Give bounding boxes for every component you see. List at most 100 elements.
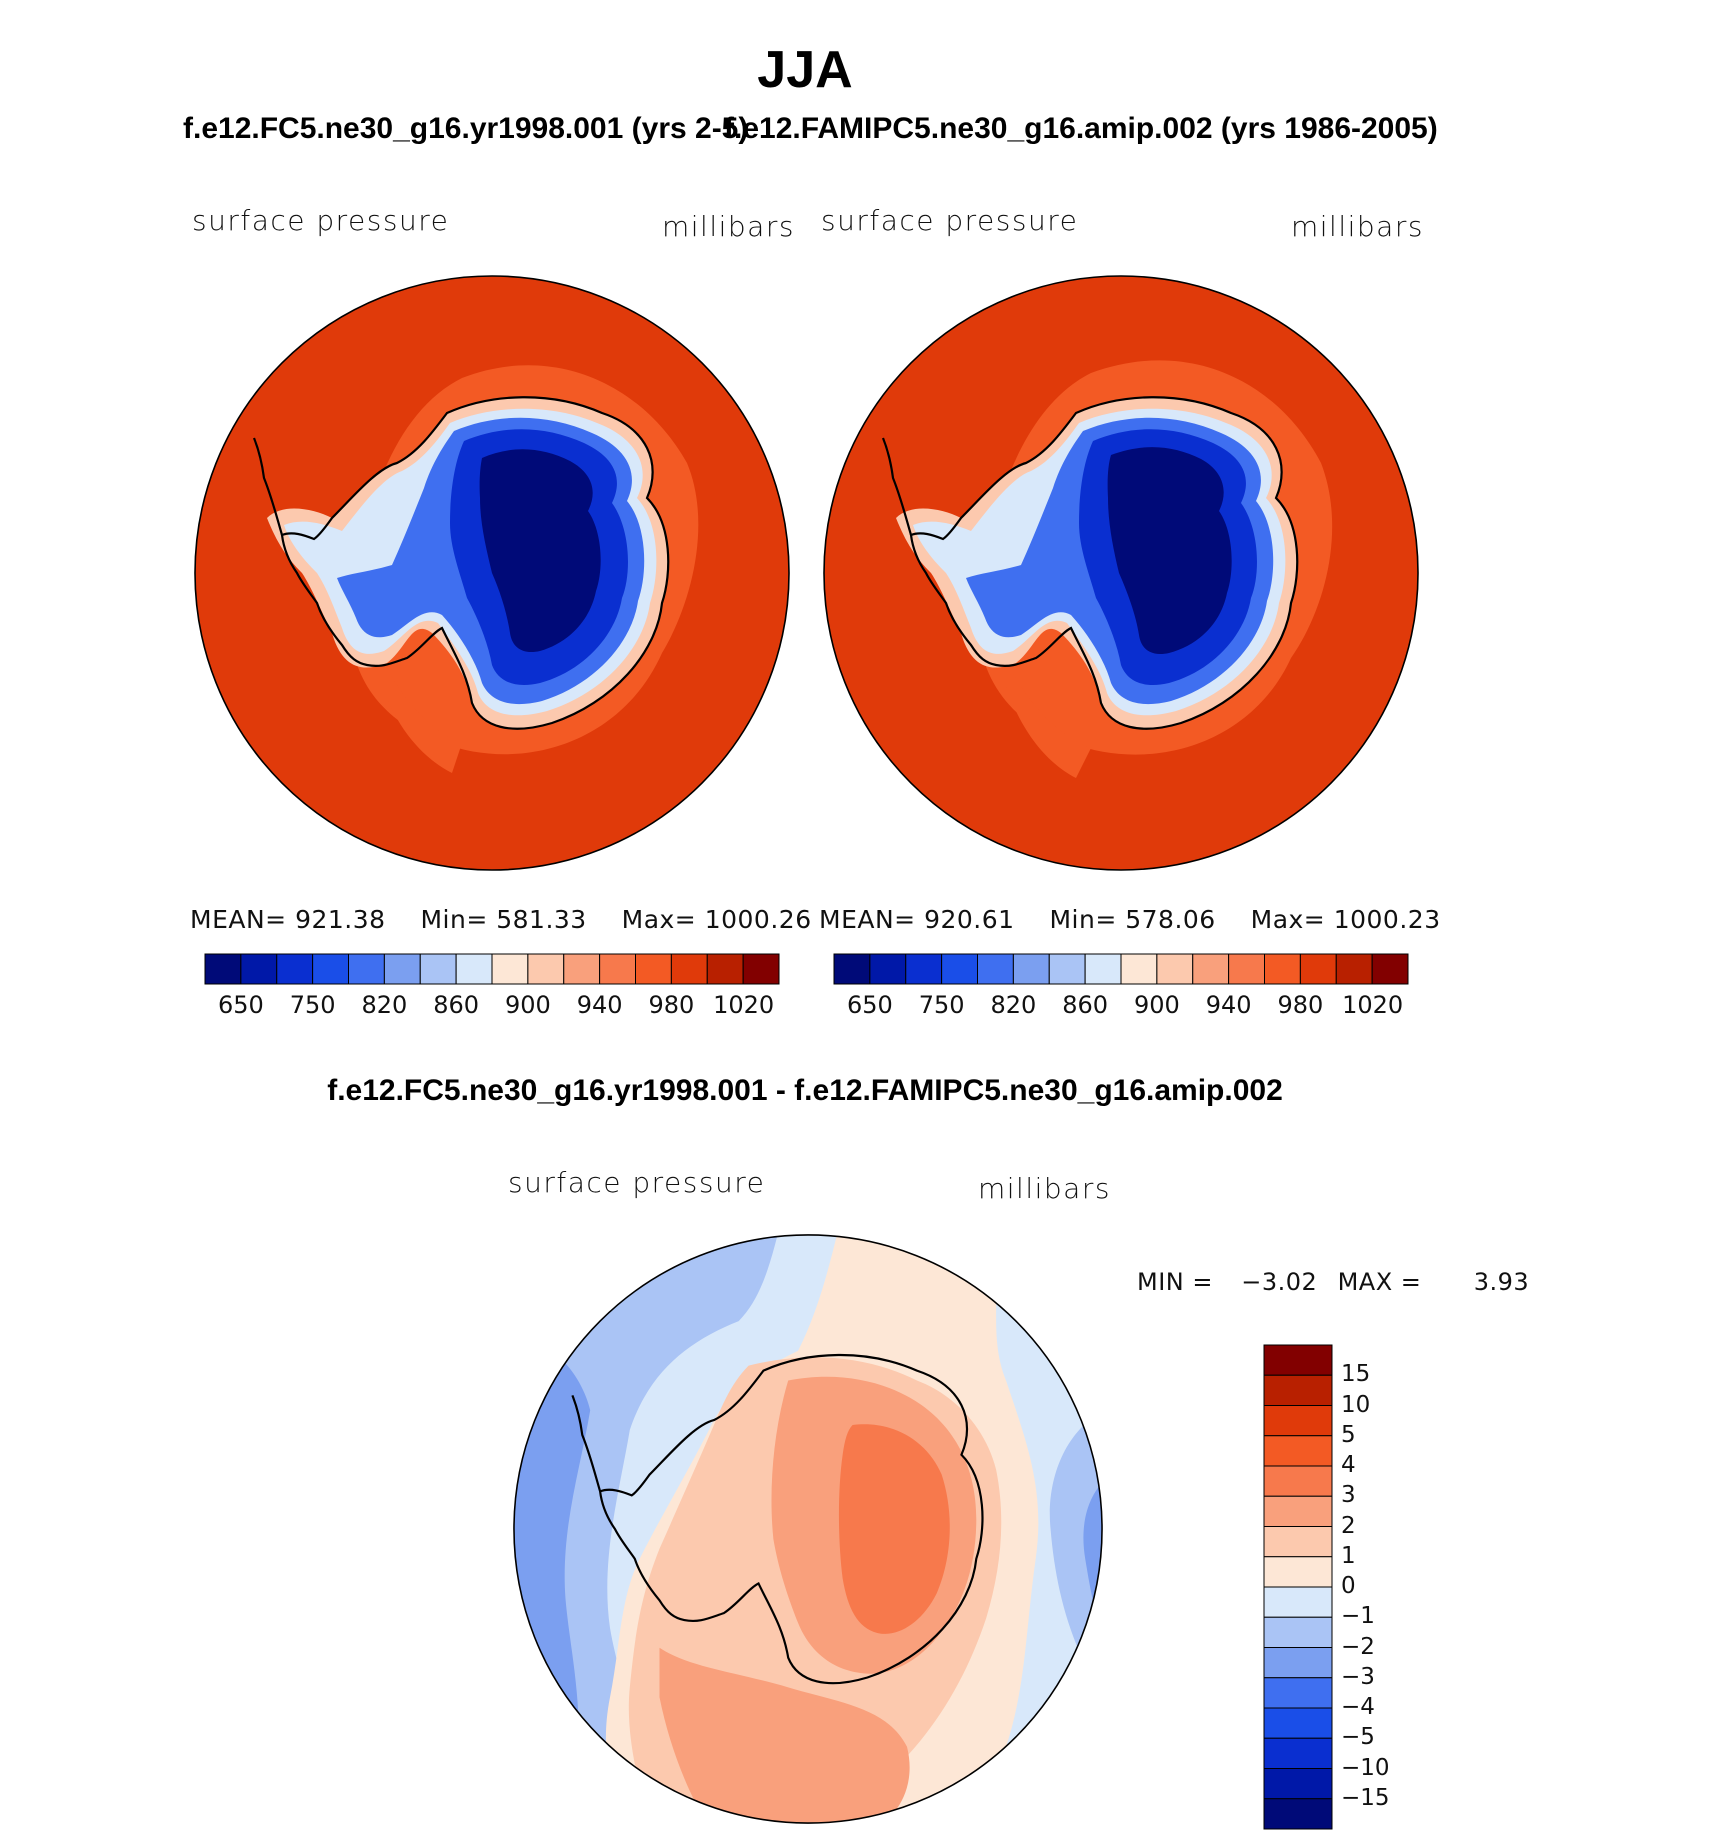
colorbar-tick-label: 3 [1341,1482,1356,1509]
colorbar-tick-label: 980 [1277,991,1324,1019]
right-case-title: f.e12.FAMIPC5.ne30_g16.amip.002 (yrs 198… [724,112,1438,145]
left-case-title: f.e12.FC5.ne30_g16.yr1998.001 (yrs 2-5) [183,112,749,145]
peninsula-coastline [571,1394,602,1492]
colorbar-tick-label: −5 [1341,1724,1375,1751]
diff-max-label: MAX = [1337,1268,1422,1296]
peninsula-coastline [881,437,913,536]
colorbar-swatch [1120,953,1158,985]
colorbar-swatch [1228,953,1265,985]
diff-units-label: millibars [978,1172,1111,1205]
colorbar-swatch [869,953,907,985]
diff-min-label: MIN = [1137,1268,1213,1296]
colorbar-swatch [1263,1798,1333,1830]
colorbar-tick-label: 1020 [1342,991,1404,1019]
left-min-label: Min= [420,905,488,934]
left-units-label: millibars [662,210,795,243]
colorbar-tick-label: 900 [504,991,551,1019]
colorbar-swatch [1156,953,1194,985]
left-min-value: 581.33 [496,905,587,934]
diff-salmon-blob [756,1773,899,1824]
colorbar-swatch [383,953,421,985]
right-min-label: Min= [1049,905,1117,934]
colorbar-swatch [204,953,242,985]
ocean-light-band-south [996,633,1091,778]
left-mean-label: MEAN= [190,905,287,934]
diff-variable-label: surface pressure [508,1166,766,1199]
ocean-light-band-south [372,633,462,773]
diff-min-value: −3.02 [1241,1268,1318,1296]
colorbar-swatch [1263,1707,1333,1739]
peninsula-coastline [252,437,284,536]
diff-minmax: MIN = −3.02 MAX = 3.93 [1137,1268,1529,1296]
colorbar-swatch [455,953,493,985]
colorbar-tick-label: 0 [1341,1573,1356,1599]
colorbar-tick-label: −1 [1341,1603,1375,1630]
colorbar-swatch [599,953,636,985]
colorbar-swatch [240,953,278,985]
colorbar-swatch [1263,1405,1333,1437]
antarctica-coastline [909,396,1299,730]
right-stats: MEAN= 920.61 Min= 578.06 Max= 1000.23 [819,905,1441,934]
colorbar-swatch [670,953,708,985]
colorbar-tick-label: 10 [1341,1391,1371,1418]
colorbar-swatch [1264,953,1301,985]
colorbar-swatch [348,953,385,985]
colorbar-swatch [706,953,744,985]
colorbar-swatch [1192,953,1230,985]
antarctica-coastline [280,396,670,730]
right-max-label: Max= [1250,905,1326,934]
diff-max-value: 3.93 [1473,1268,1530,1296]
colorbar-tick-label: 980 [648,991,695,1019]
colorbar-swatch [833,953,871,985]
colorbar-tick-label: −2 [1341,1633,1375,1660]
colorbar-swatch [1335,953,1373,985]
colorbar-tick-label: 860 [433,991,480,1019]
ice-peak [1107,447,1232,655]
colorbar-tick-label: 940 [576,991,623,1019]
colorbar-swatch [419,953,457,985]
left-max-label: Max= [621,905,697,934]
colorbar-tick-label: 750 [289,991,336,1019]
colorbar-swatch [1048,953,1086,985]
colorbar-tick-label: 900 [1133,991,1180,1019]
right-min-value: 578.06 [1125,905,1216,934]
colorbar-swatch [941,953,978,985]
left-mean-value: 921.38 [295,905,386,934]
colorbar-tick-label: 1020 [713,991,775,1019]
right-polar-map [823,275,1419,871]
difference-polar-map [513,1234,1103,1824]
colorbar-tick-label: 650 [217,991,264,1019]
left-max-value: 1000.26 [704,905,812,934]
page-title: JJA [757,41,853,99]
colorbar-swatch [1263,1495,1333,1527]
left-stats: MEAN= 921.38 Min= 581.33 Max= 1000.26 [190,905,812,934]
difference-colorbar [1263,1344,1333,1830]
right-variable-label: surface pressure [821,204,1079,237]
right-units-label: millibars [1291,210,1424,243]
colorbar-tick-label: −10 [1341,1754,1390,1781]
colorbar-tick-label: 820 [990,991,1037,1019]
colorbar-swatch [1263,1737,1333,1769]
colorbar-swatch [563,953,601,985]
right-mean-label: MEAN= [819,905,916,934]
difference-title: f.e12.FC5.ne30_g16.yr1998.001 - f.e12.FA… [327,1074,1283,1107]
colorbar-tick-label: −3 [1341,1663,1375,1690]
colorbar-swatch [1263,1556,1333,1588]
map-boundary [513,1234,1103,1824]
colorbar-swatch [1263,1465,1333,1497]
colorbar-swatch [312,953,349,985]
antarctica-coastline [598,1353,984,1685]
colorbar-swatch [742,953,780,985]
left-variable-label: surface pressure [192,204,450,237]
colorbar-swatch [1084,953,1122,985]
colorbar-swatch [1263,1647,1333,1679]
colorbar-swatch [1263,1435,1333,1467]
colorbar-swatch [1263,1677,1333,1709]
colorbar-swatch [1012,953,1050,985]
left-colorbar [204,953,780,985]
colorbar-swatch [1263,1526,1333,1558]
colorbar-swatch [527,953,565,985]
diff-orange-core [838,1424,950,1634]
colorbar-swatch [977,953,1014,985]
colorbar-swatch [1263,1344,1333,1376]
